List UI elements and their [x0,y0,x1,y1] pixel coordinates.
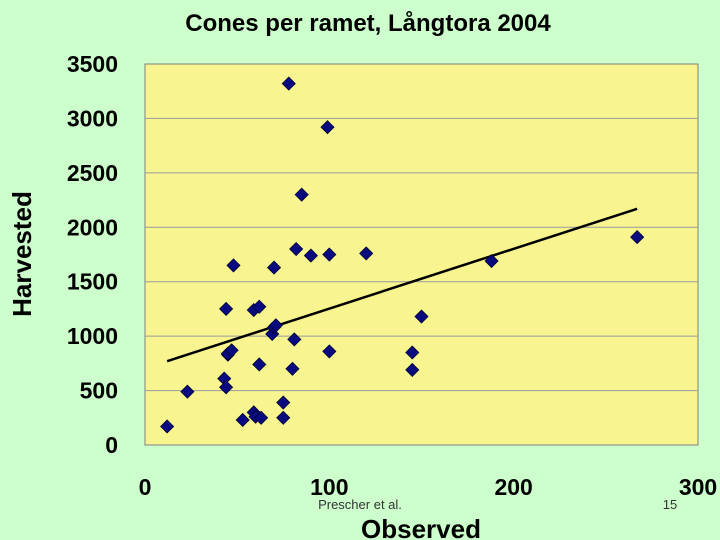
data-point [303,248,318,263]
data-point [289,241,304,257]
data-point [235,412,250,428]
data-points [160,76,645,434]
x-tick-label: 0 [139,474,152,500]
page-number: 15 [663,497,677,512]
y-tick-label: 1000 [67,323,118,349]
y-tick-label: 3000 [67,105,118,131]
y-tick-label: 0 [105,432,118,458]
data-point [285,361,300,376]
data-point [320,120,335,135]
data-point [294,187,309,202]
x-tick-label: 100 [310,474,348,500]
y-tick-labels: 0 500 1000 1500 2000 2500 3000 3500 [67,51,118,458]
gridlines [145,117,698,392]
data-point [405,362,420,377]
data-point [484,253,499,269]
plot-area [144,63,699,446]
x-tick-label: 200 [494,474,532,500]
data-point [405,345,420,360]
y-axis-title: Harvested [7,191,37,317]
data-point [266,260,282,275]
data-point [268,318,283,333]
data-point [287,332,302,347]
y-tick-label: 2500 [67,160,118,186]
data-point [226,258,241,273]
data-point [281,76,296,91]
data-point [224,343,239,358]
footer-credit: Prescher et al. [318,497,402,512]
data-point [252,357,267,372]
data-point [414,309,429,324]
data-point [276,410,291,425]
data-point [219,301,234,316]
data-point [322,247,337,262]
data-point [180,384,195,399]
x-tick-labels: 0 100 200 300 [139,474,718,500]
y-tick-label: 2000 [67,214,118,240]
data-point [254,410,269,425]
data-point [359,246,374,261]
y-tick-label: 3500 [67,51,118,77]
data-point [252,299,267,314]
data-point [219,380,234,395]
x-axis-title: Observed [361,514,481,540]
y-tick-label: 1500 [67,269,118,295]
data-point [630,230,645,245]
chart-title: Cones per ramet, Långtora 2004 [185,10,551,37]
data-point [276,395,291,410]
x-tick-label: 300 [679,474,717,500]
trendline [166,207,638,363]
data-point [160,419,175,434]
data-point [322,344,337,359]
y-tick-label: 500 [80,378,118,404]
